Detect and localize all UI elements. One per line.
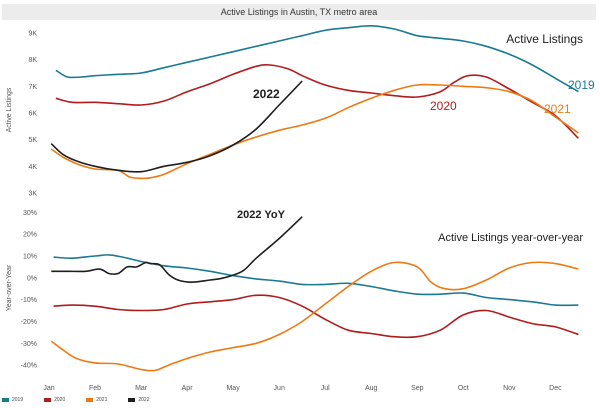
legend-label-2022: 2022	[138, 397, 150, 403]
legend: 2019 2020 2021 2022	[2, 394, 171, 406]
x-axis-ticks: Jan Feb Mar Apr May Jun Jul Aug Sep Oct Nov Dec	[43, 385, 562, 392]
y-tick-label: 7K	[28, 84, 37, 91]
y-tick-label: 30%	[23, 210, 37, 217]
series-line-bottom-2020	[53, 294, 579, 339]
y-tick-label: 6K	[28, 111, 37, 118]
x-tick-label: Aug	[365, 385, 378, 392]
x-tick-label: Mar	[135, 385, 148, 392]
y-tick-label: 5K	[28, 137, 37, 144]
lines-active-listings	[50, 24, 579, 180]
y-axis-ticks-top: 3K 4K 5K 6K 7K 8K 9K	[28, 31, 37, 198]
y-tick-label: 9K	[28, 31, 37, 38]
legend-label-2019: 2019	[12, 397, 24, 403]
x-tick-label: Nov	[503, 385, 516, 392]
panel-title-active-listings: Active Listings	[506, 32, 583, 46]
y-tick-label: 0%	[27, 275, 37, 282]
legend-item-2020: 2020	[44, 397, 65, 403]
y-axis-ticks-bottom: -40% -30% -20% -10% 0% 10% 20% 30%	[21, 210, 37, 370]
y-tick-label: 4K	[28, 164, 37, 171]
x-tick-label: Jan	[43, 385, 54, 392]
y-tick-label: -30%	[21, 341, 37, 348]
legend-item-2021: 2021	[86, 397, 107, 403]
legend-swatch-2022	[128, 398, 136, 402]
series-line-top-2019	[55, 24, 579, 93]
series-line-bottom-2022	[51, 216, 303, 283]
y-tick-label: 8K	[28, 57, 37, 64]
x-tick-label: Dec	[549, 385, 562, 392]
legend-item-2019: 2019	[2, 397, 23, 403]
series-line-bottom-2019	[53, 254, 579, 307]
legend-swatch-2019	[2, 398, 9, 402]
y-tick-label: 10%	[23, 254, 37, 261]
chart-canvas: Active Listings 3K 4K 5K 6K 7K 8K 9K Active Li…	[6, 24, 595, 392]
y-axis-label-top: Active Listings	[6, 87, 13, 132]
x-tick-label: Apr	[182, 385, 194, 392]
y-axis-label-bottom: Year-over-Year	[6, 264, 13, 311]
x-tick-label: Sep	[411, 385, 424, 392]
x-tick-label: Jul	[321, 385, 330, 392]
series-line-top-2020	[55, 64, 579, 139]
series-line-bottom-2021	[50, 261, 579, 372]
label-2019: 2019	[568, 78, 595, 92]
y-tick-label: 20%	[23, 232, 37, 239]
label-2022: 2022	[253, 87, 280, 101]
y-tick-label: -40%	[21, 363, 37, 370]
label-2020: 2020	[430, 99, 457, 113]
x-tick-label: Oct	[458, 385, 469, 392]
x-tick-label: Feb	[89, 385, 101, 392]
legend-label-2021: 2021	[96, 397, 108, 403]
x-tick-label: Jun	[274, 385, 285, 392]
label-2022-yoy: 2022 YoY	[237, 209, 286, 221]
y-tick-label: 3K	[28, 191, 37, 198]
panel-title-yoy: Active Listings year-over-year	[438, 232, 583, 244]
legend-label-2020: 2020	[54, 397, 66, 403]
legend-swatch-2020	[44, 398, 52, 402]
label-2021: 2021	[544, 102, 571, 116]
y-tick-label: -10%	[21, 297, 37, 304]
x-tick-label: May	[226, 385, 240, 392]
chart-title: Active Listings in Austin, TX metro area	[2, 4, 596, 20]
series-line-top-2022	[50, 80, 303, 173]
y-tick-label: -20%	[21, 319, 37, 326]
lines-yoy	[50, 216, 579, 372]
legend-item-2022: 2022	[128, 397, 150, 403]
legend-swatch-2021	[86, 398, 94, 402]
series-line-top-2021	[50, 83, 579, 180]
